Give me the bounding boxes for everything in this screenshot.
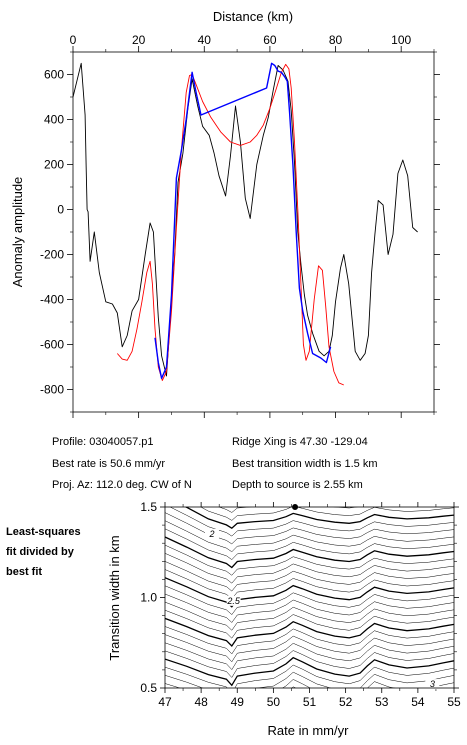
misfit-contour-line — [165, 609, 454, 639]
contour-label-bg — [226, 595, 241, 606]
misfit-contour-line — [165, 536, 454, 569]
contour-x-tick-label: 47 — [158, 695, 172, 709]
side-note: Least-squares fit divided by best fit — [6, 522, 106, 582]
y-tick-label: -200 — [40, 248, 64, 262]
misfit-contour-line — [184, 507, 454, 530]
bottom-x-axis-label: Rate in mm/yr — [268, 723, 350, 738]
contour-label: 3 — [430, 679, 435, 689]
contour-x-tick-label: 50 — [267, 695, 281, 709]
contour-label-bg — [425, 679, 440, 690]
misfit-contour-line — [165, 650, 454, 678]
misfit-contour-line — [165, 553, 454, 584]
top-x-tick-label: 80 — [329, 33, 343, 47]
misfit-contour-line — [165, 679, 454, 688]
contour-x-tick-label: 52 — [339, 695, 353, 709]
bottom-plot-frame — [164, 506, 455, 689]
misfit-contour-line — [169, 507, 454, 537]
y-tick-label: 400 — [44, 113, 64, 127]
source-depth-label: Depth to source is 2.55 km — [232, 479, 363, 491]
contour-x-tick-label: 51 — [303, 695, 317, 709]
y-tick-label: -600 — [40, 338, 64, 352]
misfit-contour-line — [200, 507, 454, 521]
misfit-contour-line — [165, 561, 454, 592]
misfit-contour-line — [165, 520, 454, 553]
misfit-contour-line — [165, 601, 454, 631]
top-x-axis-label: Distance (km) — [213, 9, 293, 24]
top-x-tick-label: 40 — [198, 33, 212, 47]
misfit-contour-line — [165, 569, 454, 600]
best-rate-label: Best rate is 50.6 mm/yr — [52, 458, 166, 470]
observed-anomaly-line — [72, 62, 418, 377]
top-x-tick-label: 20 — [132, 33, 146, 47]
ridge-crossing-label: Ridge Xing is 47.30 -129.04 — [232, 436, 368, 448]
best-width-label: Best transition width is 1.5 km — [232, 458, 378, 470]
contour-x-tick-label: 48 — [194, 695, 208, 709]
top-x-tick-label: 60 — [263, 33, 277, 47]
misfit-contour-line — [165, 634, 454, 663]
misfit-contour-line — [165, 656, 454, 687]
y-tick-label: 200 — [44, 158, 64, 172]
top-plot-frame — [72, 51, 435, 413]
top-x-tick-label: 0 — [70, 33, 77, 47]
misfit-contour-line — [165, 528, 454, 560]
side-note-line-1: Least-squares — [6, 526, 81, 538]
misfit-contour-line — [165, 512, 454, 545]
y-tick-label: -800 — [40, 383, 64, 397]
side-note-line-3: best fit — [6, 566, 43, 578]
contour-x-tick-label: 55 — [447, 695, 461, 709]
misfit-contour-line — [165, 642, 454, 671]
contour-y-tick-label: 0.5 — [140, 681, 157, 695]
y-tick-label: 0 — [57, 203, 64, 217]
contour-label: 2 — [208, 529, 214, 539]
misfit-contour-chart: Rate in mm/yr Transition width in km 47 4… — [107, 500, 461, 738]
contour-x-tick-label: 49 — [231, 695, 245, 709]
contour-y-tick-label: 1.5 — [140, 500, 157, 514]
top-y-axis-label: Anomaly amplitude — [10, 177, 25, 288]
anomaly-profile-chart: Distance (km) Anomaly amplitude 0 20 40 60 8… — [10, 9, 440, 418]
top-x-tick-label: 100 — [391, 33, 411, 47]
misfit-contour-line — [165, 617, 454, 648]
side-note-line-2: fit divided by — [6, 546, 74, 558]
projection-azimuth-label: Proj. Az: 112.0 deg. CW of N — [52, 479, 192, 491]
contour-label: 2.5 — [226, 596, 241, 606]
model-anomaly-line — [116, 63, 344, 386]
contour-y-tick-label: 1.0 — [140, 591, 157, 605]
misfit-contour-line — [165, 671, 454, 688]
misfit-contour-line — [165, 626, 454, 655]
fit-anomaly-line — [154, 62, 332, 379]
contour-x-tick-label: 53 — [375, 695, 389, 709]
y-tick-label: 600 — [44, 68, 64, 82]
bottom-y-axis-label: Transition width in km — [107, 535, 122, 660]
misfit-contour-line — [165, 544, 454, 576]
y-tick-label: -400 — [40, 293, 64, 307]
misfit-contour-line — [165, 593, 454, 623]
misfit-contour-line — [165, 585, 454, 615]
contour-x-tick-label: 54 — [411, 695, 425, 709]
contour-label-bg — [204, 528, 219, 539]
profile-label: Profile: 03040057.p1 — [52, 436, 154, 448]
misfit-contour-line — [165, 664, 454, 688]
misfit-contour-line — [218, 507, 359, 513]
misfit-contour-line — [165, 577, 454, 608]
